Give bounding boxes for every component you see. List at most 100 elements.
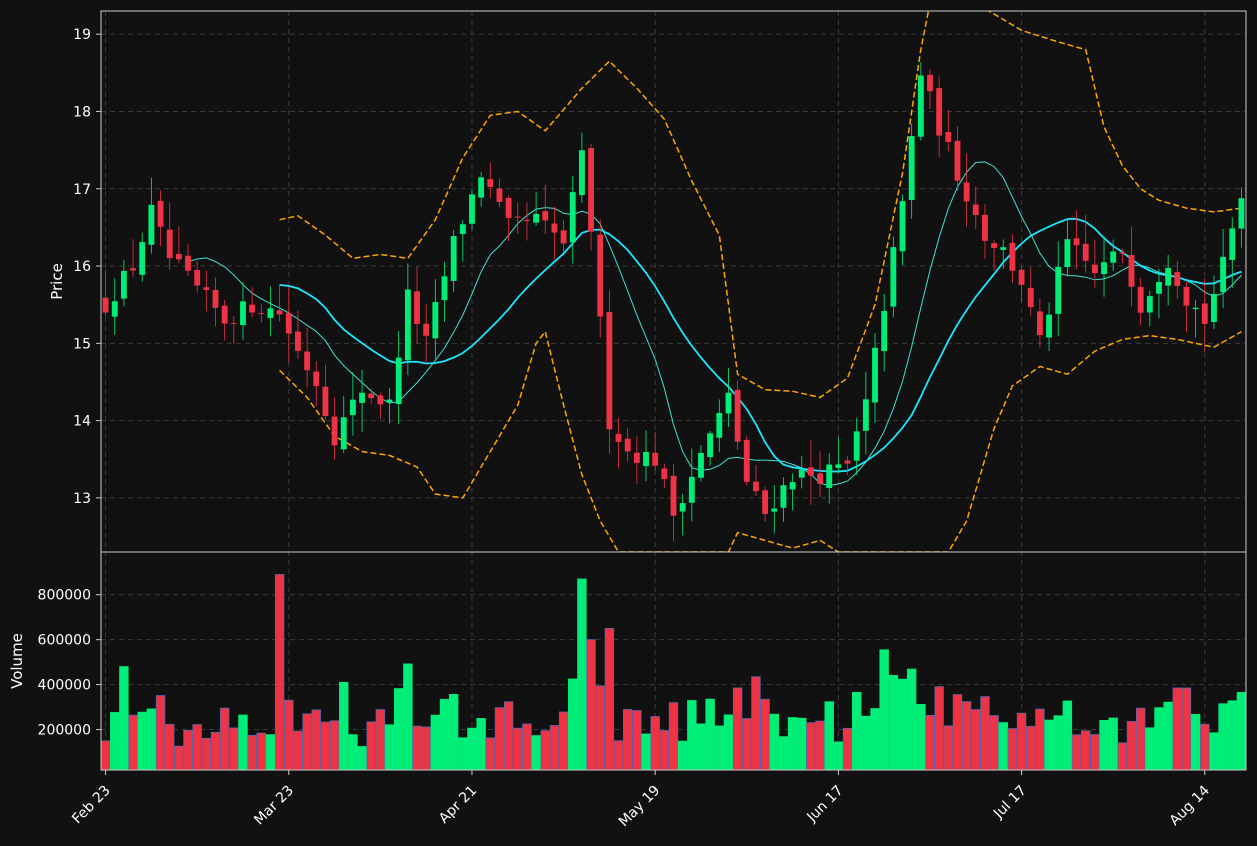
volume-bar — [632, 710, 642, 770]
candle — [1220, 228, 1227, 309]
candle — [139, 232, 146, 282]
volume-tick-label: 200000 — [38, 723, 91, 739]
volume-bar — [888, 675, 899, 770]
volume-axis-label: Volume — [8, 633, 26, 689]
candle — [1174, 260, 1181, 300]
candle — [514, 202, 521, 234]
volume-bar — [101, 740, 111, 770]
x-tick-label: Jun 17 — [803, 783, 846, 826]
volume-bar — [238, 714, 248, 770]
candle-body — [459, 224, 466, 234]
candle — [862, 371, 869, 455]
volume-bar — [1236, 692, 1246, 770]
candle — [1046, 302, 1052, 352]
candle-body — [844, 460, 851, 464]
volume-bar — [329, 720, 340, 770]
volume-bar — [558, 711, 569, 770]
volume-bar — [687, 700, 697, 770]
volume-bar — [998, 722, 1008, 770]
candle — [1201, 278, 1208, 353]
volume-bar — [192, 724, 202, 770]
volume-bar — [494, 707, 505, 770]
volume-bar — [155, 695, 166, 770]
candle — [853, 417, 860, 475]
x-tick-label: May 19 — [616, 783, 664, 831]
candle — [459, 220, 466, 262]
volume-bar — [952, 694, 963, 770]
candle — [963, 153, 970, 227]
candle-body — [295, 331, 301, 351]
volume-bar — [1026, 725, 1036, 770]
candle — [432, 279, 439, 359]
price-tick-label: 18 — [73, 104, 91, 120]
candle-body — [1055, 266, 1062, 314]
volume-bar — [961, 701, 972, 770]
candle — [505, 194, 512, 241]
volume-bar — [1172, 687, 1183, 770]
candle-body — [597, 234, 604, 317]
x-tick-label: Apr 21 — [436, 783, 480, 827]
volume-bar — [787, 717, 798, 770]
candle — [1183, 282, 1190, 333]
volume-bar — [1163, 701, 1173, 770]
candle-body — [349, 399, 356, 416]
candle — [276, 283, 283, 322]
volume-bar — [824, 701, 834, 770]
volume-bar — [448, 694, 459, 770]
candle — [349, 372, 356, 436]
volume-bar — [861, 715, 871, 770]
bollinger-lower-band — [279, 330, 1242, 552]
volume-bar — [183, 729, 193, 770]
candle — [1238, 187, 1245, 248]
candle-body — [1220, 256, 1227, 293]
candle-body — [606, 312, 613, 430]
candle-body — [1128, 254, 1135, 287]
price-tick-label: 15 — [73, 336, 91, 352]
candle-body — [624, 438, 631, 452]
candle-body — [1082, 243, 1089, 261]
candle-body — [102, 297, 109, 313]
candle-body — [450, 236, 457, 281]
candle-body — [762, 490, 769, 514]
candle — [615, 418, 622, 469]
candle — [111, 278, 118, 335]
candle-body — [313, 371, 320, 387]
candle — [652, 432, 659, 471]
volume-bar — [284, 699, 294, 770]
candle-body — [524, 219, 530, 221]
candle — [368, 388, 375, 404]
candle — [743, 435, 750, 486]
candle-body — [569, 192, 576, 243]
candle — [377, 392, 384, 419]
candle — [643, 430, 649, 482]
volume-bar — [119, 666, 129, 770]
volume-bar — [247, 734, 257, 770]
candle — [578, 132, 585, 203]
candle-body — [120, 270, 127, 299]
volume-bar — [1117, 742, 1128, 770]
volume-bar — [1016, 712, 1027, 770]
volume-bar — [201, 737, 212, 770]
candle-body — [505, 198, 512, 218]
volume-bar — [1154, 707, 1164, 770]
candle-body — [1238, 198, 1245, 229]
candle — [780, 477, 787, 522]
candle-body — [340, 417, 347, 450]
candle-body — [111, 301, 118, 317]
candle — [844, 456, 851, 475]
candle — [469, 189, 475, 230]
volume-bar — [458, 737, 468, 770]
candle-body — [780, 485, 787, 508]
candle — [982, 204, 988, 259]
candle-body — [670, 475, 677, 516]
volume-bar — [705, 698, 715, 770]
candle — [395, 330, 402, 425]
candle — [1211, 275, 1217, 329]
volume-bar — [604, 627, 615, 770]
candle — [927, 69, 933, 110]
candle — [1082, 215, 1089, 273]
candle-body — [945, 132, 952, 142]
volume-bar — [760, 698, 770, 770]
volume-bar — [320, 721, 331, 770]
volume-bar — [1062, 700, 1073, 770]
